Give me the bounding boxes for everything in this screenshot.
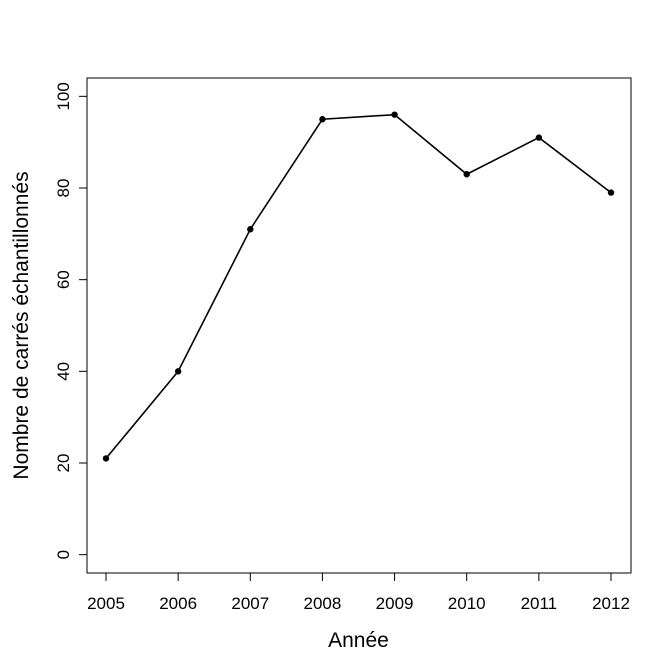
x-tick-label: 2010	[448, 594, 486, 613]
y-tick-label: 80	[54, 179, 73, 198]
x-axis: 2005 2006 2007 2008 2009 2010 2011 2012	[87, 572, 630, 613]
data-point	[247, 226, 254, 233]
data-point	[463, 171, 470, 178]
y-tick-label: 60	[54, 270, 73, 289]
series-line	[105, 113, 612, 459]
x-tick-label: 2008	[304, 594, 342, 613]
x-tick-label: 2009	[376, 594, 414, 613]
y-axis: 0 20 40 60 80 100	[54, 82, 88, 559]
y-tick-label: 0	[54, 550, 73, 559]
x-tick-label: 2005	[87, 594, 125, 613]
data-point	[607, 189, 615, 196]
x-tick-label: 2012	[592, 594, 630, 613]
x-axis-title: Année	[328, 629, 389, 652]
x-tick-label: 2011	[521, 594, 558, 613]
data-point	[391, 111, 398, 118]
series-group	[102, 111, 615, 462]
x-tick-label: 2007	[231, 594, 269, 613]
data-point	[174, 368, 182, 375]
y-tick-label: 20	[54, 454, 73, 473]
y-tick-label: 100	[54, 82, 73, 110]
data-point	[319, 116, 326, 123]
y-axis-title: Nombre de carrés échantillonnés	[10, 171, 33, 479]
plot-frame	[86, 77, 632, 574]
y-tick-label: 40	[54, 362, 73, 381]
data-point	[535, 134, 543, 141]
x-tick-label: 2006	[159, 594, 197, 613]
data-point	[102, 455, 110, 462]
